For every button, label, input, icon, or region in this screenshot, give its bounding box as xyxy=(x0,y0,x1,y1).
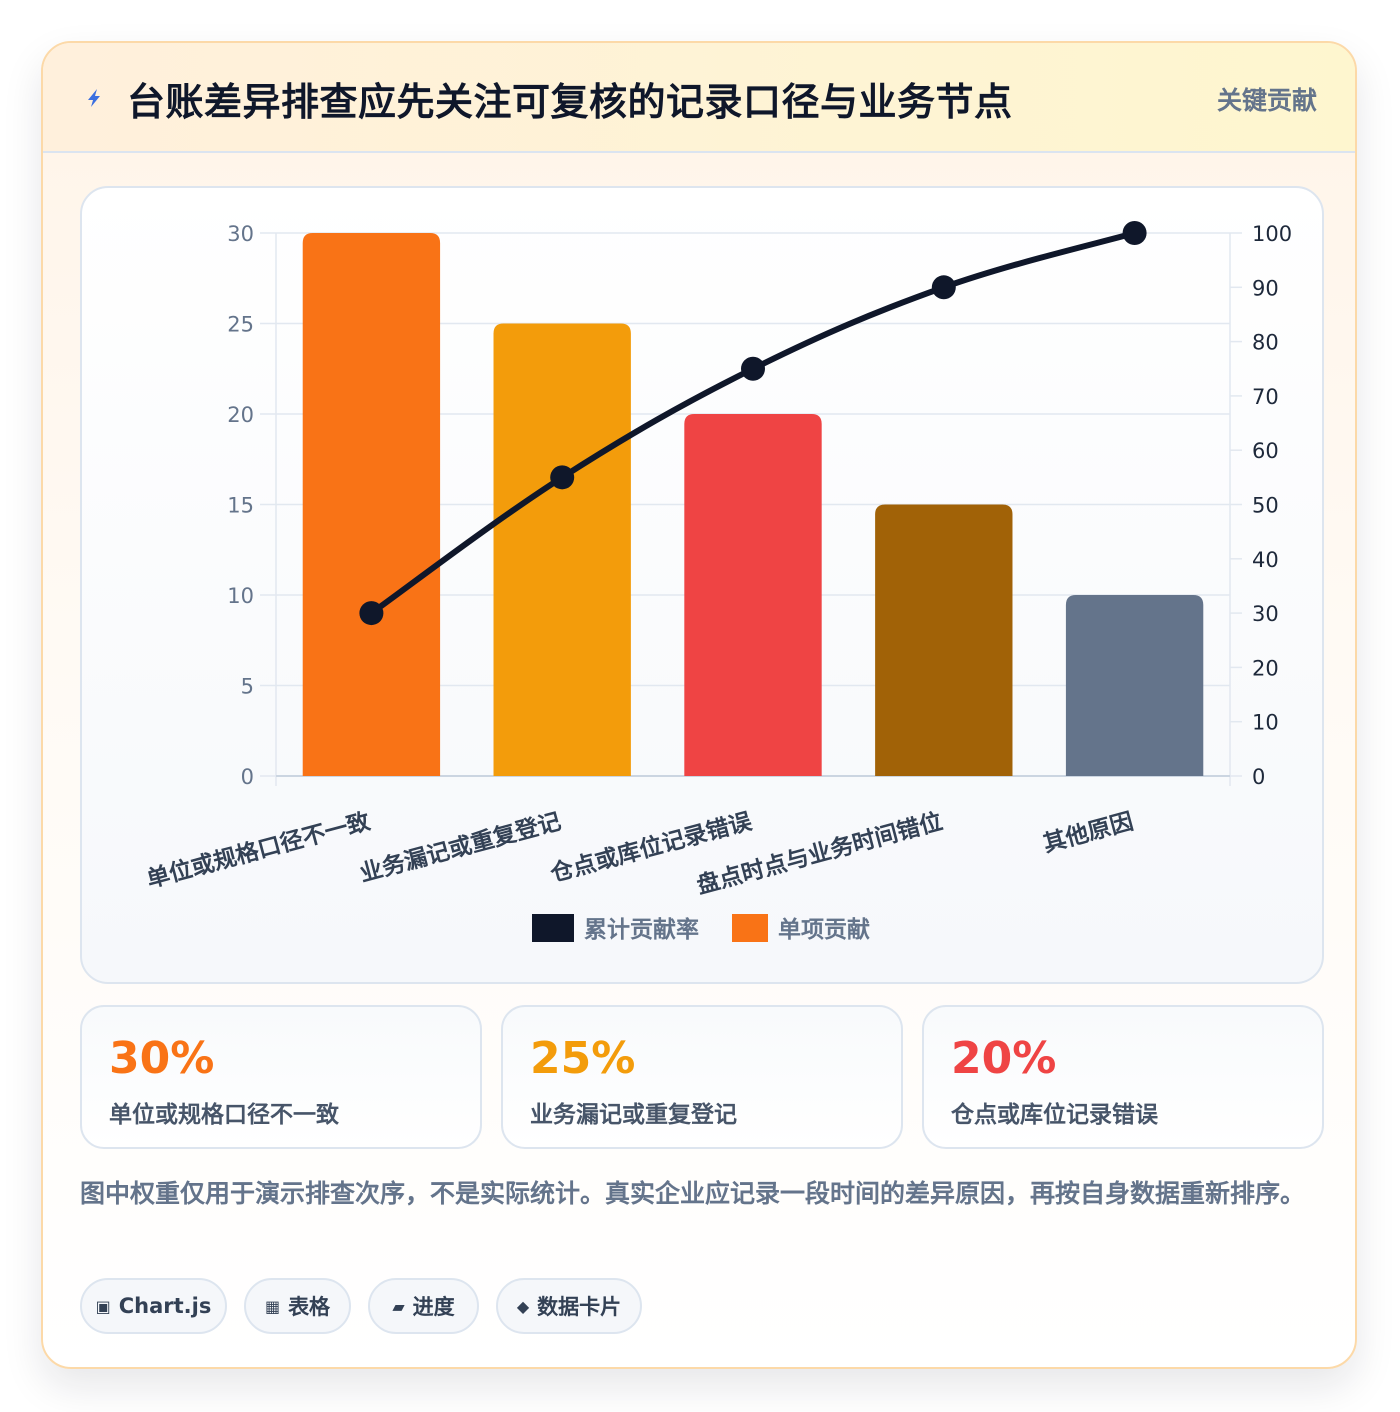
line-point xyxy=(1122,221,1147,245)
stat-value: 30% xyxy=(109,1033,215,1084)
y-right-tick-label: 90 xyxy=(1252,276,1279,300)
progress-icon: ▰ xyxy=(392,1296,405,1316)
y-right-tick-label: 50 xyxy=(1252,494,1279,518)
y-left-tick-label: 5 xyxy=(241,675,254,699)
stat-label: 业务漏记或重复登记 xyxy=(530,1102,737,1128)
y-left-tick-label: 25 xyxy=(227,313,254,337)
x-tick-label: 业务漏记或重复登记 xyxy=(357,809,564,888)
tag-progress[interactable]: ▰ 进度 xyxy=(368,1278,479,1334)
legend-label: 单项贡献 xyxy=(778,917,870,943)
stat-label: 仓点或库位记录错误 xyxy=(951,1102,1158,1128)
bar xyxy=(302,233,441,776)
line-point xyxy=(931,275,956,300)
tag-label: Chart.js xyxy=(118,1294,212,1318)
y-right-tick-label: 10 xyxy=(1252,711,1279,735)
pareto-chart-panel: 0 5 10 15 20 25 30 0 10 20 30 40 50 60 70 80 90 100 单位或规格口… xyxy=(80,186,1324,984)
page-title: 台账差异排查应先关注可复核的记录口径与业务节点 xyxy=(127,80,1013,124)
card-icon: ◆ xyxy=(516,1296,530,1316)
tag-label: 数据卡片 xyxy=(537,1295,622,1319)
report-card: 台账差异排查应先关注可复核的记录口径与业务节点 关键贡献 0 5 10 15 20 25 3… xyxy=(41,41,1357,1369)
x-tick-label: 单位或规格口径不一致 xyxy=(144,807,374,893)
y-right-tick-label: 100 xyxy=(1252,222,1292,246)
line-point xyxy=(741,356,765,381)
tag-chartjs[interactable]: ▣ Chart.js xyxy=(80,1278,227,1334)
stat-card-1: 30% 单位或规格口径不一致 xyxy=(80,1005,482,1149)
y-right-tick-label: 20 xyxy=(1252,656,1279,680)
stat-card-2: 25% 业务漏记或重复登记 xyxy=(501,1005,903,1149)
tag-table[interactable]: ▦ 表格 xyxy=(244,1278,351,1334)
stat-value: 25% xyxy=(530,1033,636,1084)
stat-label: 单位或规格口径不一致 xyxy=(109,1102,339,1128)
y-right-tick-label: 60 xyxy=(1252,439,1279,463)
stat-value: 20% xyxy=(951,1033,1057,1084)
tag-label: 表格 xyxy=(288,1295,331,1319)
y-left-tick-label: 20 xyxy=(227,403,254,427)
bar xyxy=(875,504,1013,776)
table-icon: ▦ xyxy=(264,1296,281,1316)
card-header: 台账差异排查应先关注可复核的记录口径与业务节点 关键贡献 xyxy=(43,43,1355,153)
y-right-tick-label: 70 xyxy=(1252,385,1279,409)
y-left-tick-label: 0 xyxy=(241,765,254,789)
chart-icon: ▣ xyxy=(95,1296,111,1316)
disclaimer-note: 图中权重仅用于演示排查次序，不是实际统计。真实企业应记录一段时间的差异原因，再按… xyxy=(80,1179,1306,1208)
y-left-tick-label: 15 xyxy=(227,494,254,518)
legend-swatch xyxy=(732,914,768,942)
y-left-tick-label: 10 xyxy=(227,584,254,608)
bar xyxy=(493,323,631,776)
y-right-tick-label: 30 xyxy=(1252,602,1279,626)
lightning-icon xyxy=(88,89,100,107)
y-right-tick-label: 40 xyxy=(1252,548,1279,572)
line-point xyxy=(359,601,384,626)
tag-label: 进度 xyxy=(412,1295,455,1319)
y-right-tick-label: 80 xyxy=(1252,331,1279,355)
pareto-chart: 0 5 10 15 20 25 30 0 10 20 30 40 50 60 70 80 90 100 单位或规格口… xyxy=(144,221,1292,943)
legend-swatch xyxy=(532,914,574,942)
line-point xyxy=(550,465,575,490)
bar xyxy=(1065,595,1204,776)
legend-label: 累计贡献率 xyxy=(584,916,699,943)
y-right-tick-label: 0 xyxy=(1252,765,1265,789)
x-tick-label: 其他原因 xyxy=(1041,809,1137,858)
bar xyxy=(684,414,822,776)
key-contribution-badge: 关键贡献 xyxy=(1216,86,1317,115)
stat-card-3: 20% 仓点或库位记录错误 xyxy=(922,1005,1324,1149)
y-left-tick-label: 30 xyxy=(227,222,254,246)
tag-data-card[interactable]: ◆ 数据卡片 xyxy=(496,1278,642,1334)
